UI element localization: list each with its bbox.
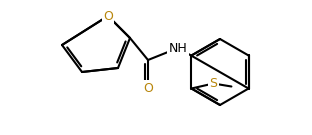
Text: NH: NH [168,41,188,55]
Text: O: O [143,82,153,94]
Text: S: S [209,77,217,90]
Text: O: O [103,9,113,23]
